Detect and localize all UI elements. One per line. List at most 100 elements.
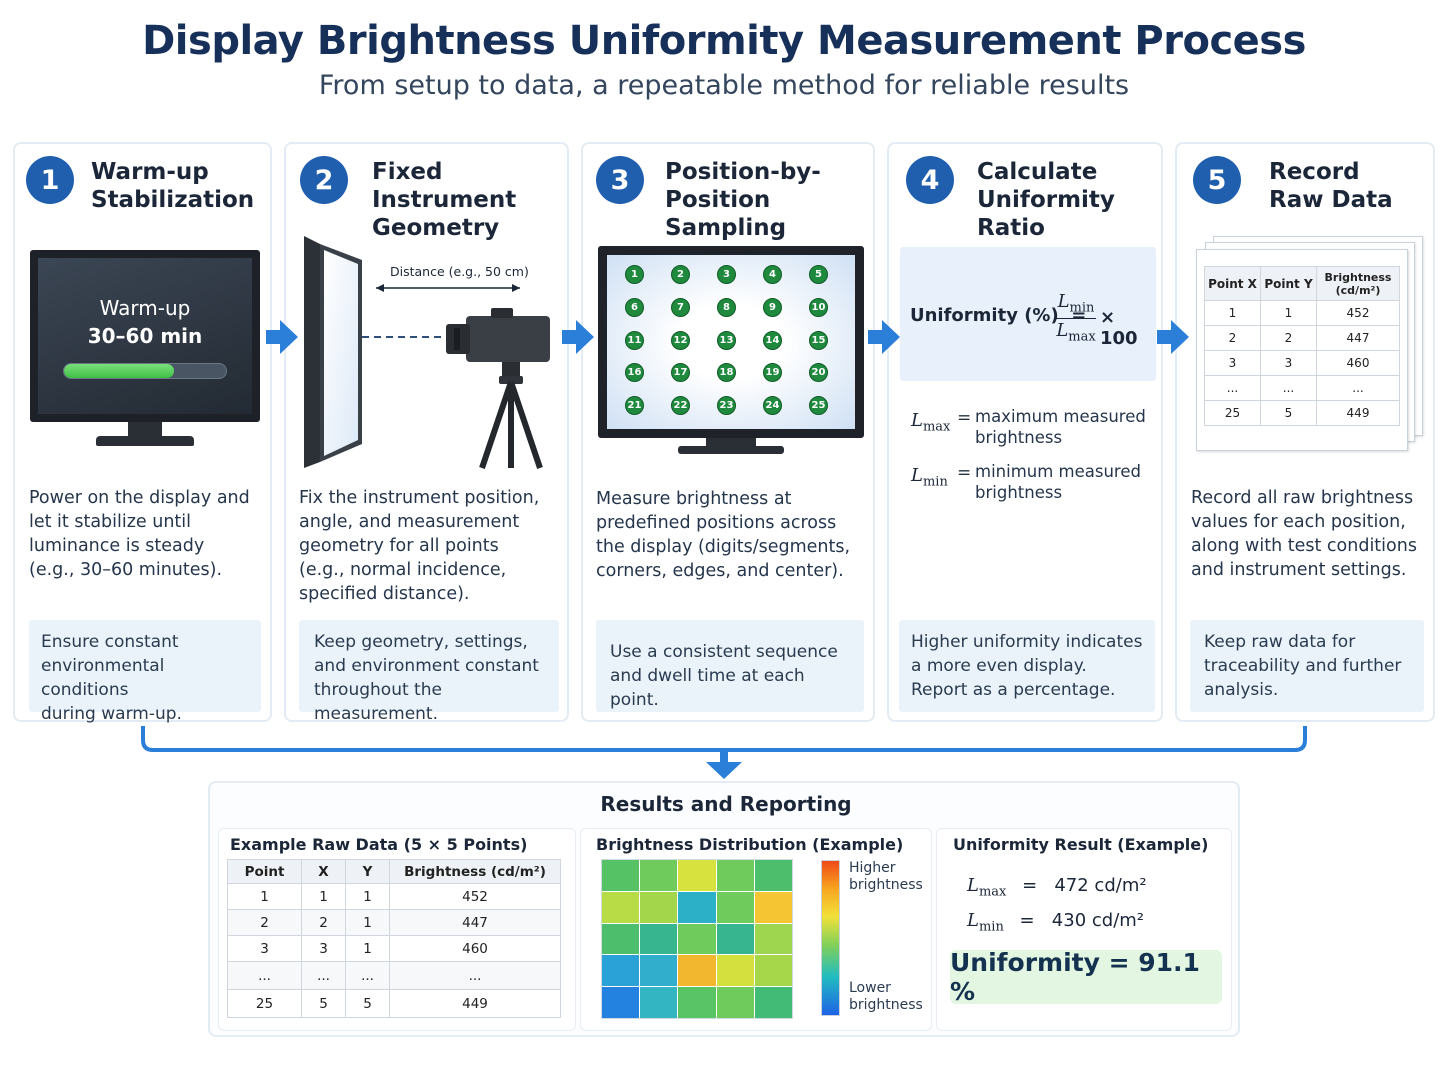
step-note: Keep raw data for traceability and furthe…	[1190, 620, 1424, 712]
step-title: Warm-up Stabilization	[91, 159, 255, 213]
merge-bracket	[141, 726, 1307, 752]
heatmap-cell	[640, 923, 678, 955]
sampling-point: 19	[763, 363, 782, 382]
warmup-screen-text: Warm-up 30–60 min	[87, 296, 203, 348]
sampling-point: 8	[717, 298, 736, 317]
step-card-1: 1 Warm-up Stabilization Warm-up 30–60 mi…	[13, 142, 272, 724]
sampling-point: 10	[809, 298, 828, 317]
sampling-point: 17	[671, 363, 690, 382]
heatmap-cell	[678, 860, 716, 891]
heatmap-cell	[640, 987, 678, 1018]
sampling-point: 12	[671, 331, 690, 350]
sampling-point: 20	[809, 363, 828, 382]
step-note: Higher uniformity indicates a more even d…	[899, 620, 1155, 712]
heatmap-cell	[678, 955, 716, 987]
arrow-right-icon	[266, 320, 298, 354]
heatmap-cell	[640, 891, 678, 923]
step-number-badge: 3	[596, 156, 644, 204]
step-card-4: 4 Calculate Uniformity Ratio Uniformity …	[887, 142, 1163, 722]
sampling-point: 16	[625, 363, 644, 382]
uniformity-result-badge: Uniformity = 91.1 %	[950, 948, 1222, 1006]
sampling-point: 7	[671, 298, 690, 317]
brightness-distribution-panel: Brightness Distribution (Example) Higher…	[580, 828, 932, 1031]
warmup-progress-fill	[64, 364, 175, 378]
formula-multiplier: × 100	[1100, 307, 1138, 349]
heatmap-cell	[640, 955, 678, 987]
sampling-point: 2	[671, 265, 690, 284]
sampling-point: 9	[763, 298, 782, 317]
warmup-progress-bar	[63, 363, 227, 379]
step-number-badge: 1	[26, 156, 74, 204]
example-raw-data-panel: Example Raw Data (5 × 5 Points) Point X …	[218, 828, 576, 1031]
sampling-point: 21	[625, 396, 644, 415]
sampling-point: 18	[717, 363, 736, 382]
heatmap-cell	[716, 891, 754, 923]
formula-label: Uniformity (%) =	[910, 305, 1087, 326]
heatmap-cell	[754, 891, 792, 923]
heatmap-cell	[678, 987, 716, 1018]
heatmap-cell	[716, 987, 754, 1018]
heatmap-cell	[716, 955, 754, 987]
step-description: Record all raw brightness values for each…	[1191, 488, 1417, 580]
step-number-badge: 2	[300, 156, 348, 204]
step-description: Fix the instrument position, angle, and m…	[299, 488, 540, 604]
heatmap-cell	[754, 987, 792, 1018]
step-title: Record Raw Data	[1269, 159, 1393, 213]
legend-high-label: Higher brightness	[849, 860, 923, 893]
results-panel: Results and Reporting Example Raw Data (…	[208, 781, 1240, 1037]
heatmap-cell	[678, 923, 716, 955]
arrow-right-icon	[868, 320, 900, 354]
sampling-point: 25	[809, 396, 828, 415]
sampling-point: 23	[717, 396, 736, 415]
sampling-point: 15	[809, 331, 828, 350]
monitor-icon: Warm-up 30–60 min	[30, 250, 260, 450]
step-card-2: 2 Fixed Instrument Geometry Distance (e.…	[284, 142, 569, 724]
uniformity-result-panel: Uniformity Result (Example) Lmax = 472 c…	[936, 828, 1232, 1031]
instrument-geometry-illustration	[304, 236, 550, 469]
page-subtitle: From setup to data, a repeatable method …	[318, 70, 1130, 101]
raw-data-table: Point X Point Y Brightness (cd/m²) 1 1 452…	[1204, 266, 1400, 426]
step-title: Fixed Instrument Geometry	[372, 159, 517, 241]
heatmap-cell	[754, 860, 792, 891]
flow-arrows	[141, 320, 1307, 779]
heatmap-cell	[602, 923, 640, 955]
step-note: Keep geometry, settings, and environment …	[299, 620, 559, 724]
step-title: Calculate Uniformity Ratio	[977, 159, 1115, 241]
step-note: Ensure constant environmental conditions d…	[29, 620, 261, 724]
step-number-badge: 4	[906, 156, 954, 204]
sampling-point: 1	[625, 265, 644, 284]
heatmap-cell	[754, 955, 792, 987]
heatmap-cell	[602, 987, 640, 1018]
heatmap-cell	[602, 891, 640, 923]
distance-label: Distance (e.g., 50 cm)	[390, 264, 529, 279]
brightness-heatmap	[601, 859, 793, 1019]
sampling-point: 3	[717, 265, 736, 284]
sampling-point: 24	[763, 396, 782, 415]
heatmap-cell	[602, 955, 640, 987]
formula-fraction: Lmin Lmax	[1056, 291, 1096, 345]
arrow-right-icon	[1157, 320, 1189, 354]
step-description: Power on the display and let it stabilize…	[29, 488, 250, 580]
step-title: Position-by-Position Sampling	[665, 159, 821, 241]
sampling-point: 4	[763, 265, 782, 284]
step-description: Measure brightness at predefined position…	[596, 489, 851, 581]
arrow-right-icon	[562, 320, 594, 354]
heatmap-cell	[754, 923, 792, 955]
definition-lmin: Lmin = minimum measured brightness	[911, 462, 1141, 502]
sampling-point: 22	[671, 396, 690, 415]
sampling-point: 13	[717, 331, 736, 350]
step-note: Use a consistent sequence and dwell time …	[596, 620, 864, 712]
sampling-point: 5	[809, 265, 828, 284]
heatmap-cell	[640, 860, 678, 891]
arrow-down-icon	[706, 762, 742, 779]
step-card-5: 5 Record Raw Data Point X Point Y Bright…	[1175, 142, 1435, 722]
raw-data-sheets-icon: Point X Point Y Brightness (cd/m²) 1 1 452…	[1193, 236, 1425, 452]
definition-lmax: Lmax = maximum measured brightness	[911, 407, 1146, 447]
uniformity-formula-box: Uniformity (%) = Lmin Lmax × 100	[900, 247, 1156, 381]
sampling-monitor-icon: 1 2 3 4 5 6 7 8 9 10 11 12 13 14 15 16 17 18 19 20 21 22 23 24 2…	[598, 246, 864, 456]
heatmap-cell	[716, 923, 754, 955]
legend-low-label: Lower brightness	[849, 980, 923, 1013]
lmin-value-row: Lmin = 430 cd/m²	[967, 910, 1145, 935]
